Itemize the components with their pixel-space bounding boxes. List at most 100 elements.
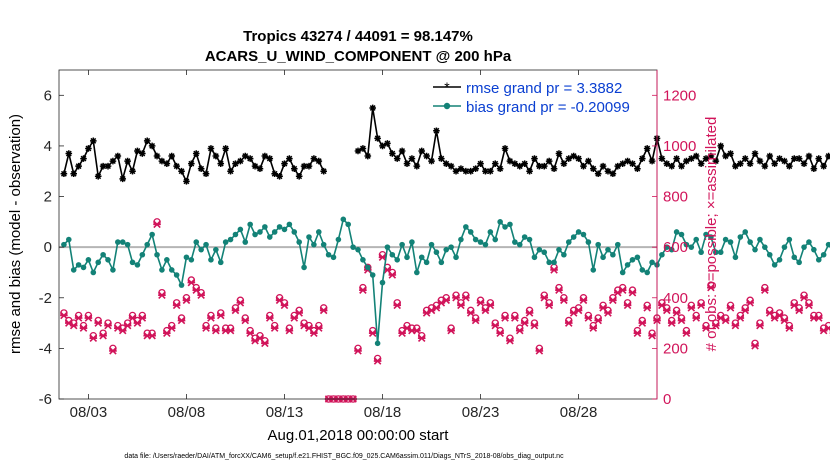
obs-assimilated-point: [545, 301, 553, 310]
bias-point: [414, 269, 420, 276]
bias-point: [75, 262, 82, 268]
bias-point: [325, 251, 332, 258]
rmse-point: [398, 147, 406, 155]
y-axis-right: 0 200 400 600 800 1000 1200: [652, 70, 696, 408]
bias-point: [580, 231, 587, 238]
rmse-point: [629, 160, 636, 167]
obs-assimilated-point: [515, 326, 524, 335]
bias-point: [198, 246, 204, 253]
bias-point: [762, 244, 768, 250]
bias-point: [605, 246, 611, 253]
rmse-point: [746, 160, 754, 167]
bias-point: [732, 254, 739, 261]
rmse-point: [65, 150, 73, 157]
obs-assimilated-point: [466, 309, 475, 317]
rmse-point: [722, 152, 729, 160]
obs-assimilated-point: [104, 321, 112, 330]
rmse-point: [290, 165, 298, 172]
bias-point: [683, 241, 690, 248]
bias-point: [193, 239, 200, 245]
obs-assimilated-point: [702, 324, 710, 332]
rmse-point: [188, 160, 195, 167]
obs-assimilated-point: [800, 294, 808, 302]
rmse-point: [354, 147, 362, 155]
obs-assimilated-point: [780, 316, 789, 325]
y-tick-label-right: 600: [663, 239, 688, 256]
bias-point: [556, 246, 562, 253]
rmse-point: [295, 172, 303, 180]
bias-point: [330, 254, 337, 261]
rmse-point: [741, 155, 749, 162]
bias-point: [811, 246, 817, 253]
rmse-point: [452, 167, 460, 175]
rmse-point: [418, 147, 426, 155]
bias-point: [521, 234, 528, 240]
bias-point: [766, 251, 773, 258]
bias-point: [737, 234, 744, 240]
bias-point: [610, 251, 616, 258]
obs-assimilated-point: [319, 306, 328, 315]
obs-assimilated-point: [574, 306, 583, 315]
obs-assimilated-point: [618, 286, 627, 294]
rmse-point: [428, 157, 435, 165]
y-tick-label-right: 400: [663, 290, 688, 307]
bias-point: [222, 239, 229, 245]
bias-point: [551, 259, 557, 266]
bias-point: [536, 246, 543, 253]
obs-assimilated-point: [354, 347, 362, 355]
bias-point: [502, 224, 508, 230]
obs-assimilated-point: [697, 301, 705, 310]
rmse-point: [643, 145, 651, 152]
bias-point: [458, 236, 464, 243]
obs-assimilated-point: [216, 311, 225, 320]
rmse-point: [594, 170, 602, 178]
rmse-point: [129, 167, 136, 175]
bias-point: [311, 241, 317, 248]
x-tick-label: 08/08: [168, 404, 206, 421]
bias-point: [507, 221, 513, 228]
y-tick-label: 4: [44, 138, 52, 155]
bias-point: [306, 234, 312, 240]
rmse-point: [158, 157, 166, 165]
rmse-point: [393, 155, 401, 162]
obs-assimilated-point: [89, 334, 98, 343]
rmse-point: [99, 162, 107, 170]
obs-assimilated-point: [270, 324, 279, 332]
bias-point: [708, 234, 714, 240]
y-tick-label: 2: [44, 189, 52, 206]
bias-point: [286, 221, 293, 228]
y-tick-label: -4: [39, 340, 52, 357]
bias-point: [105, 257, 111, 263]
bias-point: [717, 249, 724, 256]
bias-point: [565, 239, 572, 245]
rmse-point: [516, 162, 524, 170]
rmse-point: [90, 137, 97, 145]
rmse-point: [134, 147, 141, 155]
rmse-point: [85, 145, 92, 152]
obs-assimilated-point: [84, 314, 93, 322]
rmse-point: [217, 160, 225, 167]
rmse-point: [143, 137, 151, 145]
bias-point: [742, 229, 749, 235]
rmse-point: [447, 162, 455, 170]
legend-box: [427, 77, 643, 117]
rmse-point: [658, 155, 666, 162]
obs-assimilated-point: [814, 314, 823, 322]
bias-point: [110, 267, 116, 273]
rmse-point: [212, 152, 220, 160]
obs-assimilated-point: [447, 326, 455, 335]
obs-assimilated-point: [707, 283, 715, 292]
rmse-point: [438, 155, 445, 162]
rmse-point: [614, 162, 622, 170]
obs-assimilated-point: [69, 321, 78, 330]
obs-assimilated-point: [609, 296, 617, 305]
rmse-point: [222, 145, 229, 152]
bias-point: [281, 226, 288, 233]
rmse-point: [663, 160, 671, 167]
rmse-point: [521, 160, 528, 167]
legend: * rmse grand pr = 3.3882 bias grand pr =…: [427, 77, 643, 117]
obs-assimilated-point: [579, 296, 588, 305]
bias-point: [301, 264, 307, 271]
obs-assimilated-point: [295, 309, 303, 317]
y-tick-label: -2: [39, 290, 52, 307]
